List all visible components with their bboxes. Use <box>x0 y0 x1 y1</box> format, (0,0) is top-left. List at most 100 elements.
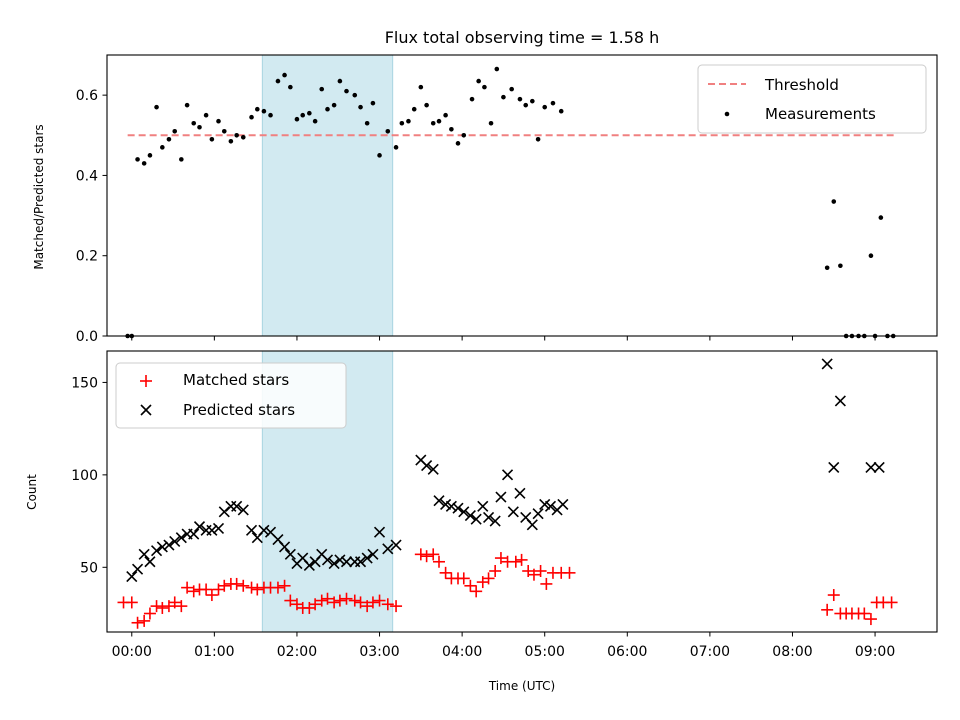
measurement-point <box>461 132 467 138</box>
measurement-point <box>838 263 843 269</box>
legend-matched-label: Matched stars <box>183 371 289 389</box>
measurement-point <box>550 100 556 106</box>
predicted-stars-point <box>390 539 402 551</box>
predicted-stars-point <box>532 508 544 520</box>
matched-stars-point <box>482 572 495 585</box>
predicted-stars-point <box>245 524 258 536</box>
matched-stars-point <box>858 607 871 620</box>
matched-stars-point <box>125 596 138 609</box>
y-tick-label: 100 <box>71 468 98 484</box>
predicted-stars-point <box>477 500 489 512</box>
measurement-point <box>249 114 254 120</box>
matched-stars-point <box>315 594 328 607</box>
matched-stars-point <box>381 598 394 611</box>
measurement-point <box>418 84 424 90</box>
predicted-stars-point <box>821 358 833 370</box>
y-tick-label: 0.2 <box>76 249 98 265</box>
matched-stars-point <box>885 596 898 609</box>
matched-stars-point <box>321 592 334 605</box>
measurement-point <box>184 102 190 108</box>
measurement-point <box>878 215 884 220</box>
matched-stars-point <box>271 581 284 594</box>
matched-stars-point <box>187 585 200 598</box>
ratio-legend: Threshold Measurements <box>697 64 927 134</box>
count-y-ticks: 50 100 150 <box>71 375 107 576</box>
x-tick-label: 01:00 <box>194 644 234 660</box>
predicted-stars-point <box>193 521 206 533</box>
predicted-stars-point <box>501 469 514 481</box>
matched-stars-point <box>563 566 576 579</box>
predicted-stars-point <box>169 535 181 547</box>
measurement-point <box>203 112 209 118</box>
predicted-stars-point <box>421 460 433 472</box>
measurement-point <box>824 265 830 271</box>
matched-stars-point <box>143 607 156 620</box>
measurement-point <box>358 104 363 110</box>
measurement-point <box>455 141 461 146</box>
predicted-stars-point <box>354 556 367 568</box>
predicted-stars-point <box>367 548 379 560</box>
measurement-point <box>344 88 349 94</box>
count-y-axis-label: Count <box>25 474 39 510</box>
measurement-point <box>197 124 202 130</box>
measurement-point <box>488 120 494 126</box>
measurement-point <box>509 86 514 92</box>
predicted-stars-point <box>482 511 495 523</box>
measurement-point <box>393 145 399 150</box>
legend-measurements-label: Measurements <box>765 105 876 123</box>
ratio-legend-frame <box>697 64 927 134</box>
matched-stars-point <box>200 583 213 596</box>
matched-stars-point <box>340 592 353 605</box>
measurement-point <box>443 112 448 118</box>
predicted-stars-point <box>373 526 386 538</box>
predicted-stars-point <box>514 487 526 499</box>
measurement-point <box>160 145 165 150</box>
measurement-point <box>307 110 312 116</box>
ratio-y-ticks: 0.0 0.2 0.4 0.6 <box>76 88 107 345</box>
matched-stars-point <box>470 585 483 598</box>
measurement-point <box>282 72 287 78</box>
measurement-point <box>154 104 159 110</box>
measurement-point <box>228 139 234 144</box>
measurement-point <box>494 66 500 72</box>
measurement-point <box>325 106 330 112</box>
predicted-stars-point <box>427 463 439 475</box>
measurement-point <box>275 78 281 84</box>
measurement-point <box>288 84 293 90</box>
matched-stars-point <box>864 613 877 626</box>
measurement-point <box>868 253 874 259</box>
predicted-stars-point <box>144 556 156 568</box>
predicted-stars-point <box>433 495 445 507</box>
matched-stars-point <box>439 566 452 579</box>
matched-stars-point <box>138 614 151 627</box>
predicted-stars-point <box>544 500 557 512</box>
measurement-point <box>179 157 184 162</box>
measurement-point <box>268 112 273 118</box>
x-axis-label: Time (UTC) <box>488 679 555 693</box>
measurement-point <box>501 94 506 100</box>
x-tick-label: 08:00 <box>772 644 812 660</box>
matched-stars-point <box>464 579 477 592</box>
matched-stars-point <box>230 577 243 590</box>
matched-stars-point <box>348 594 361 607</box>
count-legend-frame <box>115 362 347 429</box>
measurement-point <box>542 104 548 110</box>
measurement-point <box>337 78 343 84</box>
x-tick-label: 07:00 <box>690 644 730 660</box>
predicted-stars-point <box>458 506 470 518</box>
predicted-stars-point <box>495 491 507 503</box>
matched-stars-point <box>251 583 264 596</box>
ratio-x-ticks <box>131 336 876 341</box>
predicted-stars-point <box>284 548 296 560</box>
matched-stars-point <box>515 553 528 566</box>
measurement-point <box>436 118 442 124</box>
measurement-point <box>424 102 429 108</box>
y-tick-label: 50 <box>80 560 98 576</box>
predicted-stars-point <box>237 504 249 516</box>
measurement-point <box>312 118 318 124</box>
matched-stars-point <box>373 594 386 607</box>
legend-predicted-label: Predicted stars <box>183 401 295 419</box>
measurement-point <box>469 96 475 102</box>
measurement-point <box>517 96 523 102</box>
measurement-point <box>558 108 564 114</box>
